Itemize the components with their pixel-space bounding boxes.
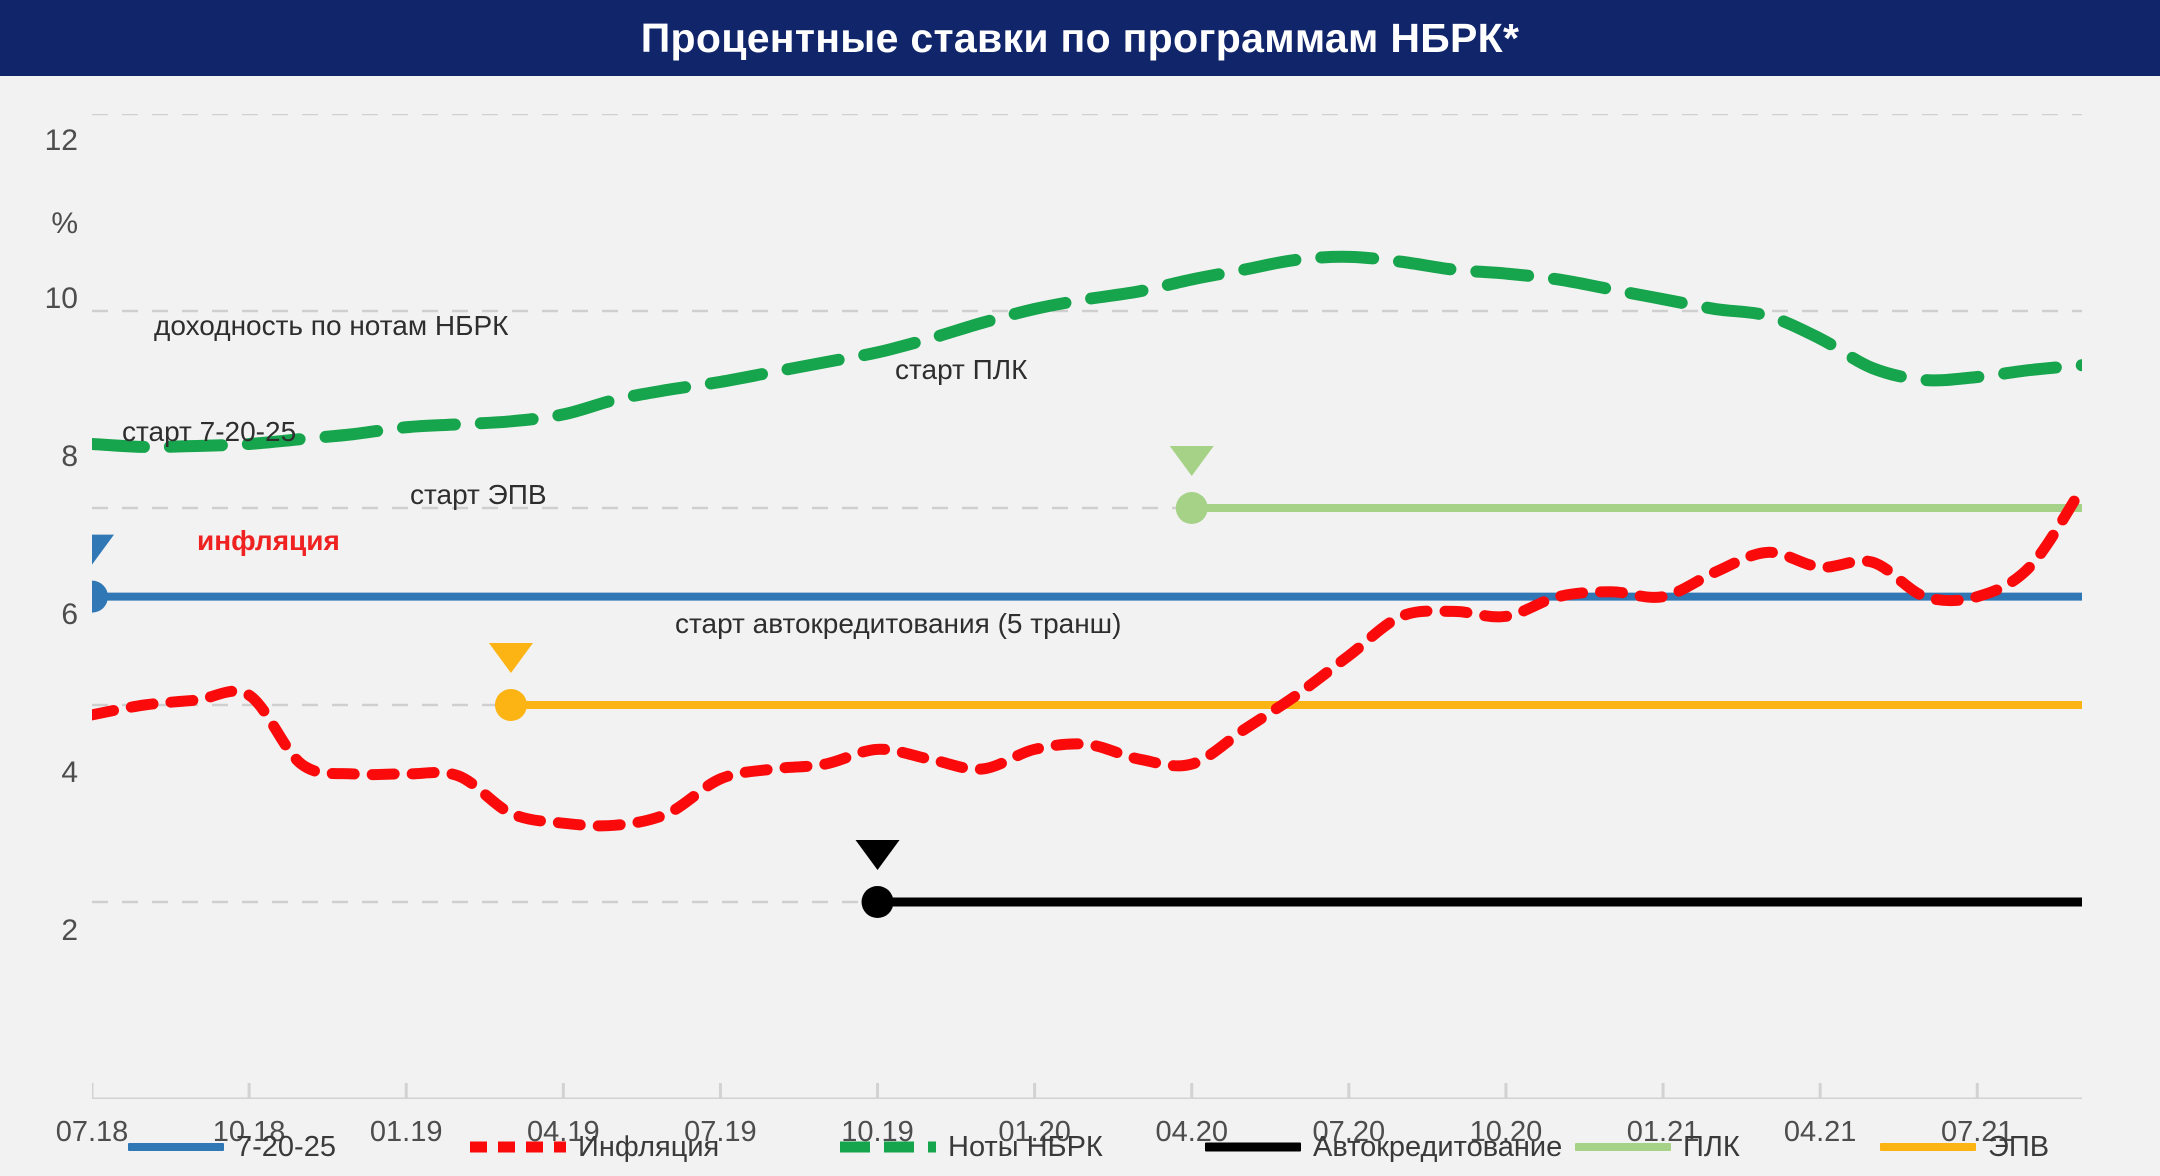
y-tick-4: 4 [61,756,78,789]
annotation-start-plk: старт ПЛК [895,354,1028,385]
marker-triangle-старт автокредитования (5 транш) [855,840,900,870]
y-tick-8: 8 [61,440,78,473]
chart-canvas [92,114,2082,1099]
x-tick-10.20: 10.20 [1469,1116,1543,1148]
y-tick-10: 10 [44,282,78,315]
annotation-inflation: инфляция [197,525,340,556]
y-axis-unit: % [51,207,78,240]
legend-item-Инфляция[interactable]: Инфляция [470,1131,719,1164]
marker-triangle-старт 7-20-25 [92,534,114,565]
y-tick-6: 6 [61,598,78,631]
legend-swatch-icon [1880,1137,1976,1157]
plot-area: доходность по нотам НБРК старт 7-20-25 и… [92,114,2082,1099]
chart-legend: 7-20-25 Инфляция Ноты НБРК Автокредитование… [0,1118,2160,1176]
x-tick-10.18: 10.18 [212,1116,286,1148]
legend-item-Автокредитование[interactable]: Автокредитование [1205,1131,1562,1164]
x-tick-07.19: 07.19 [684,1116,757,1148]
axis-lines [92,1083,2082,1099]
marker-triangle-старт ПЛК [1169,446,1214,476]
legend-swatch-icon [128,1137,224,1157]
x-tick-07.21: 07.21 [1940,1116,2014,1148]
legend-item-7-20-25[interactable]: 7-20-25 [128,1131,336,1164]
series-curve-Ноты НБРК [92,250,2082,454]
page-title: Процентные ставки по программам НБРК* [640,14,1520,61]
y-axis-labels: 12 % 10 8 6 4 2 [0,114,78,1099]
y-tick-2: 2 [61,914,78,947]
x-tick-01.21: 01.21 [1626,1116,1700,1148]
legend-label: Инфляция [578,1130,720,1163]
legend-label: ПЛК [1683,1130,1740,1163]
chart-container: 12 % 10 8 6 4 2 доходность по нотам НБРК… [0,76,2160,1176]
annotation-notes-yield: доходность по нотам НБРК [154,310,509,341]
x-tick-07.20: 07.20 [1312,1116,1386,1148]
title-banner: Процентные ставки по программам НБРК* [0,0,2160,76]
legend-swatch-icon [840,1137,936,1157]
legend-swatch-icon [470,1137,566,1157]
legend-item-ЭПВ[interactable]: ЭПВ [1880,1131,2049,1164]
y-tick-12: 12 [44,124,78,157]
annotation-start-autocredit: старт автокредитования (5 транш) [675,608,1122,639]
marker-layer [92,446,1214,918]
legend-label: 7-20-25 [236,1130,336,1163]
x-tick-07.18: 07.18 [55,1116,129,1148]
series-layer [92,250,2082,907]
x-tick-01.19: 01.19 [369,1116,443,1148]
annotation-start-7-20-25: старт 7-20-25 [122,416,297,447]
x-tick-01.20: 01.20 [998,1116,1071,1148]
legend-item-ПЛК[interactable]: ПЛК [1575,1131,1740,1164]
marker-triangle-старт ЭПВ [488,643,533,673]
legend-label: Ноты НБРК [948,1130,1103,1163]
legend-label: Автокредитование [1313,1130,1563,1163]
legend-swatch-icon [1205,1137,1301,1157]
legend-label: ЭПВ [1988,1130,2050,1163]
x-tick-04.21: 04.21 [1783,1116,1857,1148]
legend-swatch-icon [1575,1137,1671,1157]
legend-item-Ноты НБРК[interactable]: Ноты НБРК [840,1131,1103,1164]
marker-dot-старт автокредитования (5 транш) [861,886,894,918]
marker-dot-старт 7-20-25 [92,580,108,613]
marker-dot-старт ЭПВ [494,689,527,721]
series-curve-Инфляция [92,482,2082,832]
annotation-start-epv: старт ЭПВ [410,479,547,510]
marker-dot-старт ПЛК [1175,492,1208,524]
